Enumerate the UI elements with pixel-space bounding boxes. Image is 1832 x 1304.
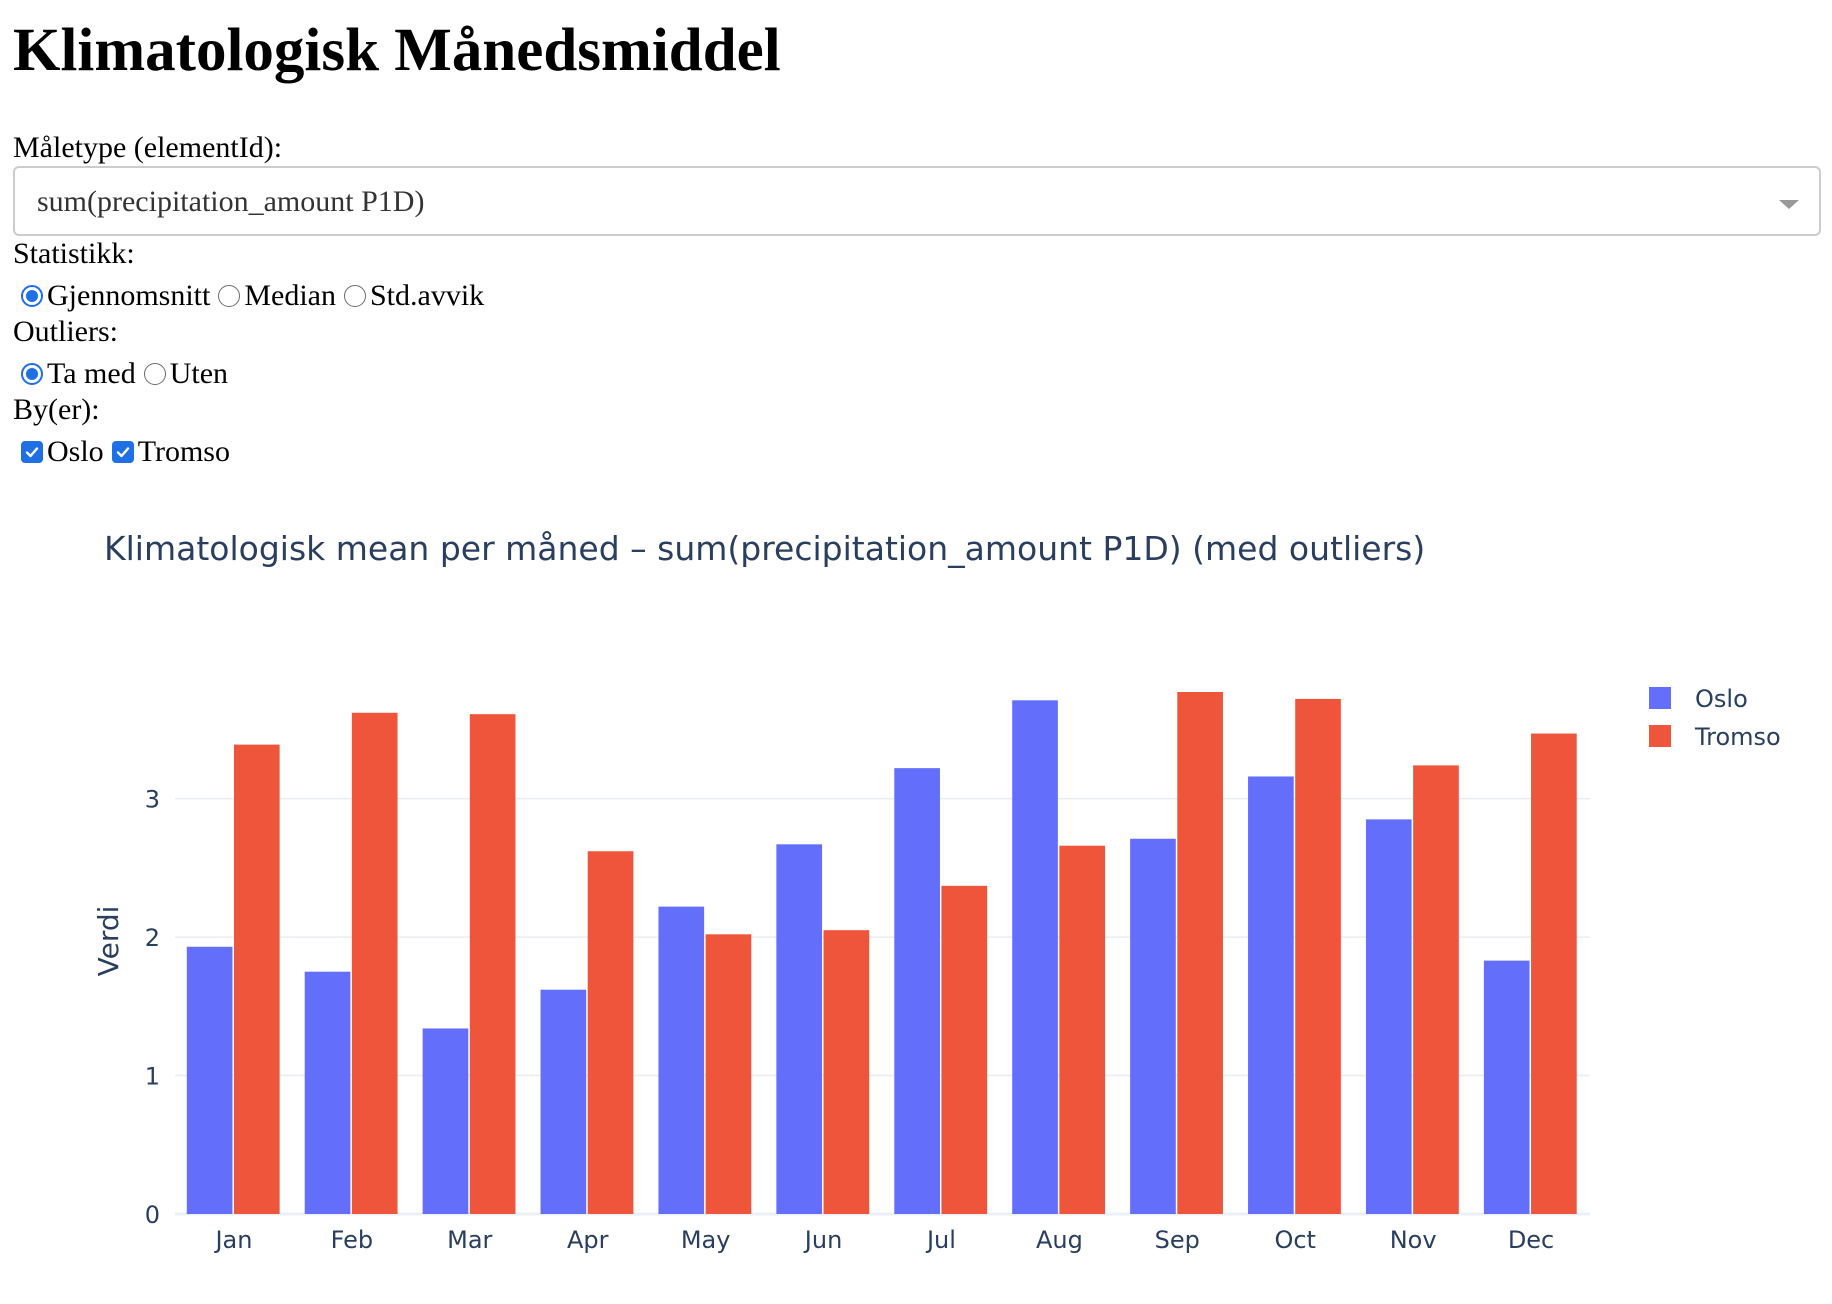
page-title: Klimatologisk Månedsmiddel xyxy=(13,17,781,84)
x-tick-label: Dec xyxy=(1508,1226,1554,1254)
stat-option-median[interactable]: Median xyxy=(218,279,336,313)
element-dropdown-value: sum(precipitation_amount P1D) xyxy=(37,185,425,218)
cities-label: By(er): xyxy=(13,393,100,426)
stat-option-std[interactable]: Std.avvik xyxy=(343,279,485,313)
legend-label[interactable]: Tromso xyxy=(1694,723,1781,751)
stat-radio-group: Gjennomsnitt Median Std.avvik xyxy=(21,276,492,316)
legend-swatch[interactable] xyxy=(1649,725,1671,747)
y-axis-ticks: 0 1 2 3 xyxy=(145,786,160,1229)
y-tick-label: 1 xyxy=(145,1063,160,1091)
chart-gridlines xyxy=(175,797,1590,1216)
y-tick-label: 3 xyxy=(145,786,160,814)
chevron-down-icon[interactable] xyxy=(1779,200,1799,209)
bar-tromso-jan[interactable] xyxy=(233,744,280,1214)
radio-checked-icon[interactable] xyxy=(21,363,43,385)
x-axis-ticks: Jan Feb Mar Apr May Jun Jul Aug Sep Oct Nov Dec xyxy=(213,1226,1554,1254)
outliers-radio-group: Ta med Uten xyxy=(21,354,236,394)
radio-unchecked-icon[interactable] xyxy=(343,285,366,307)
city-option-oslo[interactable]: Oslo xyxy=(21,435,104,469)
city-option-tromso[interactable]: Tromso xyxy=(111,435,230,469)
bar-tromso-nov[interactable] xyxy=(1413,765,1459,1214)
chart-bars xyxy=(186,692,1577,1214)
stat-option-gjennomsnitt[interactable]: Gjennomsnitt xyxy=(21,279,210,313)
cities-checkbox-group: Oslo Tromso xyxy=(21,432,238,472)
bar-tromso-apr[interactable] xyxy=(587,851,634,1214)
outlier-option-label: Uten xyxy=(169,357,229,390)
bar-oslo-mar[interactable] xyxy=(422,1028,469,1214)
outlier-option-uten[interactable]: Uten xyxy=(143,357,229,391)
bar-oslo-oct[interactable] xyxy=(1248,776,1294,1214)
x-tick-label: Nov xyxy=(1390,1226,1437,1254)
checkbox-checked-icon[interactable] xyxy=(21,441,43,463)
bar-oslo-nov[interactable] xyxy=(1365,819,1412,1214)
legend-label[interactable]: Oslo xyxy=(1695,685,1748,713)
stat-option-label: Median xyxy=(244,279,336,312)
x-tick-label: Jul xyxy=(925,1226,956,1254)
x-tick-label: May xyxy=(681,1226,731,1254)
bar-tromso-sep[interactable] xyxy=(1177,692,1223,1214)
bar-oslo-apr[interactable] xyxy=(540,989,587,1214)
x-tick-label: Mar xyxy=(447,1226,492,1254)
element-label: Måletype (elementId): xyxy=(13,131,283,164)
bar-tromso-may[interactable] xyxy=(705,934,752,1214)
stat-label: Statistikk: xyxy=(13,237,135,270)
x-tick-label: Feb xyxy=(331,1226,374,1254)
x-tick-label: Oct xyxy=(1274,1226,1316,1254)
bar-tromso-jul[interactable] xyxy=(941,885,988,1214)
checkbox-checked-icon[interactable] xyxy=(111,441,134,463)
y-tick-label: 2 xyxy=(145,924,160,952)
legend-swatch[interactable] xyxy=(1649,687,1671,709)
x-tick-label: Jun xyxy=(803,1226,843,1254)
bar-chart: Klimatologisk mean per måned – sum(preci… xyxy=(92,529,1781,1254)
bar-tromso-feb[interactable] xyxy=(351,712,398,1214)
outliers-label: Outliers: xyxy=(13,315,118,348)
bar-tromso-aug[interactable] xyxy=(1059,845,1106,1214)
city-option-label: Oslo xyxy=(47,435,104,468)
bar-tromso-jun[interactable] xyxy=(823,930,870,1214)
radio-unchecked-icon[interactable] xyxy=(143,363,166,385)
element-dropdown[interactable]: sum(precipitation_amount P1D) xyxy=(13,166,1821,236)
chart-title: Klimatologisk mean per måned – sum(preci… xyxy=(104,529,1425,568)
city-option-label: Tromso xyxy=(137,435,230,468)
bar-oslo-jul[interactable] xyxy=(894,768,940,1214)
outlier-option-label: Ta med xyxy=(47,357,136,390)
bar-oslo-may[interactable] xyxy=(658,906,705,1214)
x-tick-label: Apr xyxy=(567,1226,609,1254)
bar-tromso-mar[interactable] xyxy=(469,714,516,1214)
y-axis-title: Verdi xyxy=(92,906,125,977)
chart-legend[interactable]: Oslo Tromso xyxy=(1649,685,1781,751)
bar-oslo-feb[interactable] xyxy=(304,971,351,1214)
x-tick-label: Sep xyxy=(1155,1226,1200,1254)
bar-oslo-jun[interactable] xyxy=(776,844,823,1214)
radio-checked-icon[interactable] xyxy=(21,285,43,307)
y-tick-label: 0 xyxy=(145,1201,160,1229)
x-tick-label: Jan xyxy=(213,1226,252,1254)
bar-oslo-dec[interactable] xyxy=(1483,960,1530,1214)
x-tick-label: Aug xyxy=(1036,1226,1083,1254)
bar-oslo-sep[interactable] xyxy=(1130,838,1176,1214)
bar-oslo-aug[interactable] xyxy=(1012,700,1058,1214)
bar-tromso-dec[interactable] xyxy=(1531,733,1577,1214)
bar-tromso-oct[interactable] xyxy=(1295,698,1341,1214)
outlier-option-ta-med[interactable]: Ta med xyxy=(21,357,136,391)
radio-unchecked-icon[interactable] xyxy=(218,285,241,307)
stat-option-label: Std.avvik xyxy=(369,279,485,312)
bar-oslo-jan[interactable] xyxy=(186,946,233,1214)
stat-option-label: Gjennomsnitt xyxy=(47,279,211,312)
